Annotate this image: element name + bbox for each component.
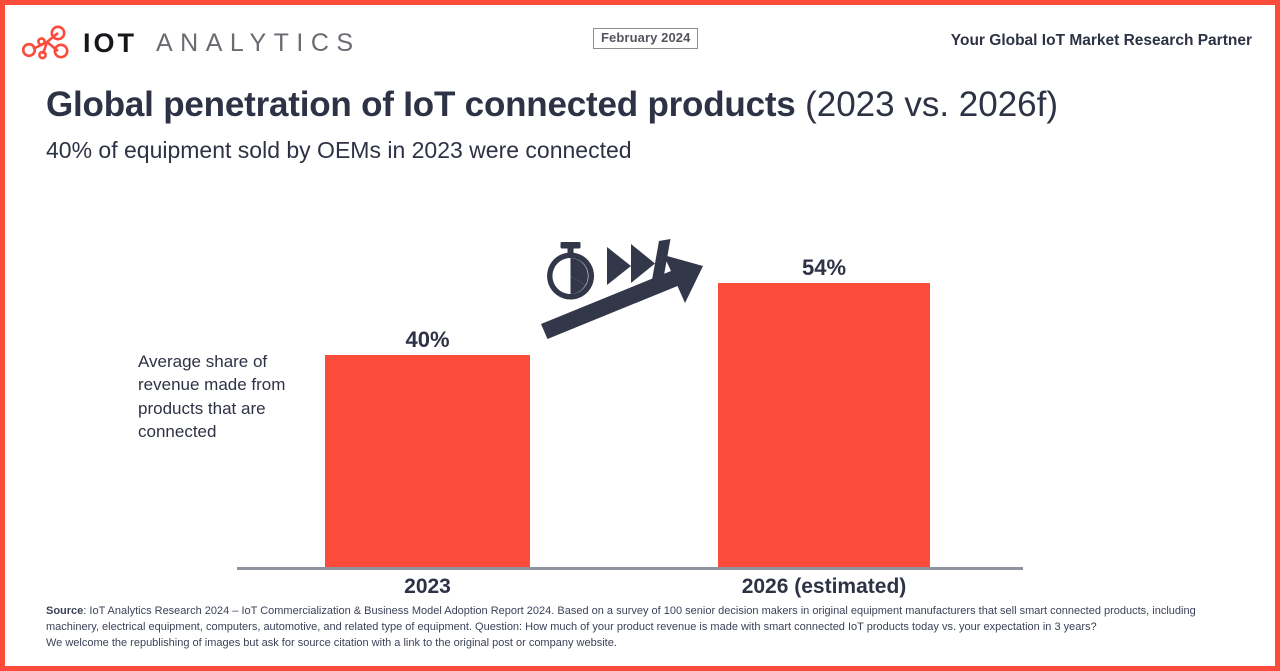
footer-source-text: : IoT Analytics Research 2024 – IoT Comm… <box>46 605 1196 634</box>
header: IOT ANALYTICS February 2024 Your Global … <box>5 5 1275 73</box>
bar-value-2026: 54% <box>801 255 847 280</box>
date-badge: February 2024 <box>593 28 699 50</box>
logo-text-iot: IOT <box>83 27 137 58</box>
footer-republish-note: We welcome the republishing of images bu… <box>46 637 617 650</box>
bar-2026[interactable] <box>718 283 930 567</box>
y-axis-note: Average share of revenue made from produ… <box>138 352 286 442</box>
page-subtitle: 40% of equipment sold by OEMs in 2023 we… <box>46 137 632 163</box>
logo-text-analytics: ANALYTICS <box>156 28 361 57</box>
footer-source: Source: IoT Analytics Research 2024 – Io… <box>46 604 1226 652</box>
page-title-strong: Global penetration of IoT connected prod… <box>46 85 806 124</box>
page-title: Global penetration of IoT connected prod… <box>46 85 1058 125</box>
bar-value-2023: 40% <box>405 327 450 352</box>
partner-tagline: Your Global IoT Market Research Partner <box>950 32 1252 49</box>
bar-chart: Average share of revenue made from produ… <box>5 185 1275 598</box>
x-axis-label-2023: 2023 <box>404 575 451 598</box>
x-axis-line <box>237 567 1023 570</box>
growth-arrow-graphic <box>535 233 715 348</box>
footer-source-label: Source <box>46 605 84 618</box>
bar-2023[interactable] <box>325 355 530 567</box>
x-axis-label-2026: 2026 (estimated) <box>741 575 907 598</box>
brand-logo[interactable]: IOT ANALYTICS <box>17 23 361 63</box>
iot-network-logo-icon <box>17 23 73 63</box>
page-title-light: (2023 vs. 2026f) <box>805 85 1059 124</box>
